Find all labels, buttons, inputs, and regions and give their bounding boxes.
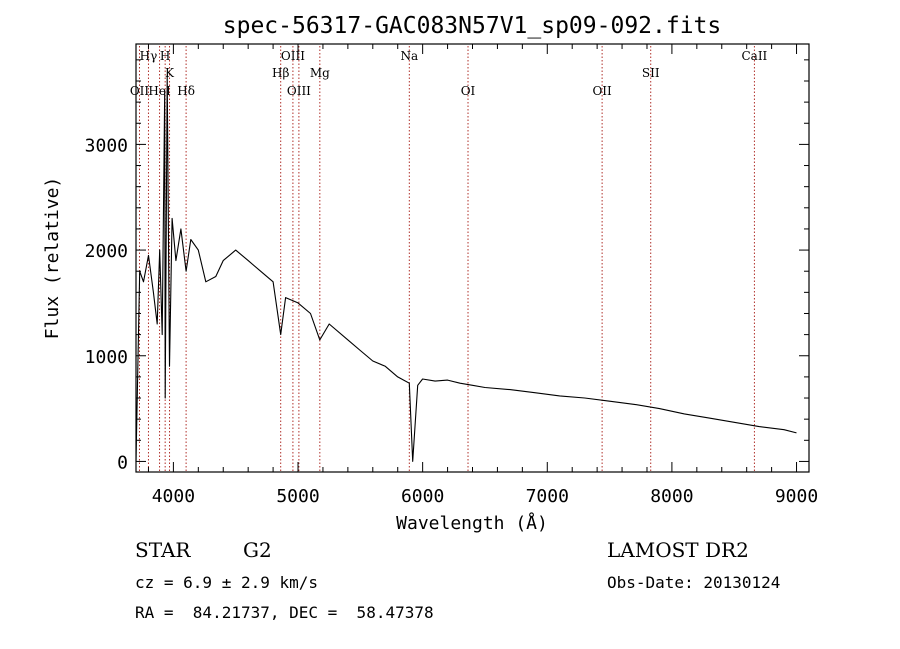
- line-marker-label: OI: [461, 84, 476, 98]
- x-tick-label: 5000: [276, 486, 319, 507]
- line-marker-label: HeI: [148, 84, 171, 98]
- line-marker-label: CaII: [741, 49, 767, 63]
- x-axis-ticks: 4000 5000 6000 7000 8000 9000: [147, 44, 818, 507]
- line-marker-label: OIII: [281, 49, 305, 63]
- redshift-velocity: cz = 6.9 ± 2.9 km/s: [135, 573, 319, 592]
- line-marker-label: Hδ: [177, 84, 195, 98]
- x-tick-label: 8000: [650, 486, 693, 507]
- line-marker-label: OIII: [287, 84, 311, 98]
- line-marker-label: OII: [130, 84, 150, 98]
- line-marker-label: OII: [592, 84, 612, 98]
- plot-frame: [135, 43, 810, 473]
- line-marker-label: Hγ: [140, 49, 158, 63]
- x-tick-label: 4000: [152, 486, 195, 507]
- y-tick-label: 3000: [85, 135, 128, 156]
- object-subclass: G2: [243, 538, 272, 562]
- line-marker-label: Na: [400, 49, 418, 63]
- y-tick-label: 2000: [85, 241, 128, 262]
- x-tick-label: 9000: [775, 486, 818, 507]
- spectrum-line: [135, 75, 797, 462]
- x-axis-label: Wavelength (Å): [396, 512, 548, 534]
- x-tick-label: 6000: [401, 486, 444, 507]
- y-tick-label: 0: [117, 452, 128, 473]
- survey-name: LAMOST DR2: [607, 538, 749, 562]
- y-axis-label: Flux (relative): [42, 177, 63, 340]
- spectrum-series: [135, 75, 797, 462]
- line-marker-label: K: [165, 66, 175, 80]
- line-marker-label: SII: [642, 66, 660, 80]
- line-marker-label: Hβ: [272, 66, 289, 80]
- chart-title: spec-56317-GAC083N57V1_sp09-092.fits: [223, 13, 722, 39]
- line-marker-label: H: [160, 49, 170, 63]
- observation-date: Obs-Date: 20130124: [607, 573, 781, 592]
- line-marker-label: Mg: [310, 66, 330, 80]
- y-tick-label: 1000: [85, 347, 128, 368]
- y-axis-ticks: 0 1000 2000 3000: [85, 59, 809, 473]
- coordinates: RA = 84.21737, DEC = 58.47378: [135, 603, 434, 622]
- object-class: STAR: [135, 538, 191, 562]
- x-tick-label: 7000: [526, 486, 569, 507]
